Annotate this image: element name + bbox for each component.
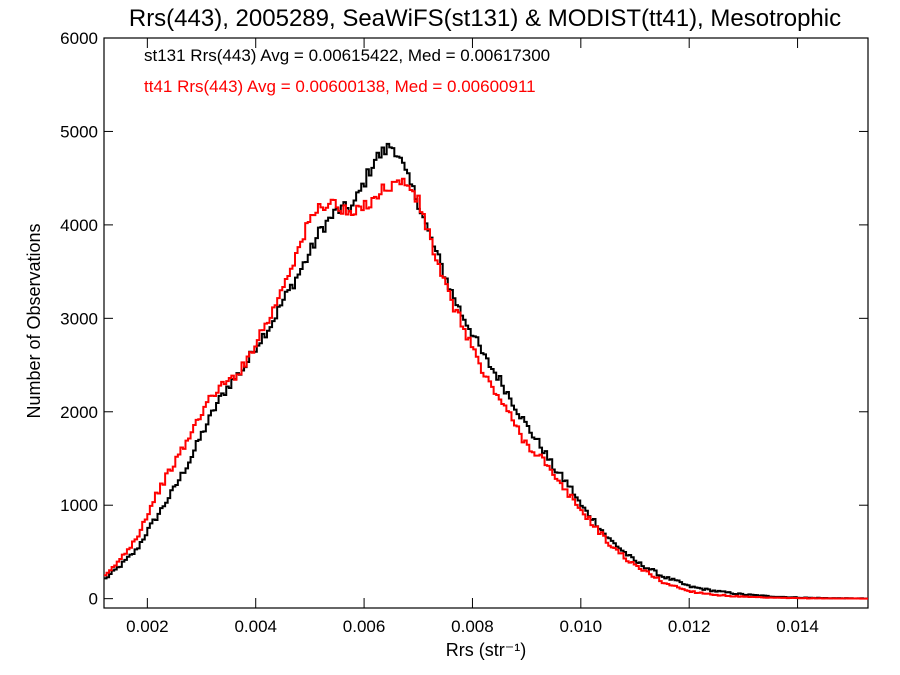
x-tick-label: 0.004 bbox=[234, 617, 277, 636]
y-tick-label: 3000 bbox=[60, 309, 98, 328]
legend-entry-st131: st131 Rrs(443) Avg = 0.00615422, Med = 0… bbox=[144, 46, 550, 65]
series-line-st131 bbox=[104, 142, 868, 600]
plot-frame bbox=[103, 37, 869, 609]
y-tick-label: 6000 bbox=[60, 29, 98, 48]
x-tick-label: 0.012 bbox=[668, 617, 711, 636]
x-tick-label: 0.008 bbox=[451, 617, 494, 636]
legend-entry-tt41: tt41 Rrs(443) Avg = 0.00600138, Med = 0.… bbox=[144, 77, 536, 96]
x-axis: 0.002 0.004 0.006 0.008 0.010 0.012 0.014 bbox=[126, 38, 819, 636]
x-tick-label: 0.006 bbox=[343, 617, 386, 636]
y-axis-label: Number of Observations bbox=[24, 223, 44, 418]
series-line-tt41 bbox=[104, 177, 868, 600]
y-tick-label: 5000 bbox=[60, 122, 98, 141]
x-tick-label: 0.014 bbox=[776, 617, 819, 636]
series-group bbox=[104, 142, 868, 600]
y-axis: 0 1000 2000 3000 4000 5000 6000 bbox=[60, 29, 868, 609]
x-tick-label: 0.010 bbox=[560, 617, 603, 636]
y-tick-label: 2000 bbox=[60, 403, 98, 422]
x-tick-label: 0.002 bbox=[126, 617, 169, 636]
x-axis-label: Rrs (str⁻¹) bbox=[446, 640, 526, 660]
y-tick-label: 4000 bbox=[60, 216, 98, 235]
y-tick-label: 1000 bbox=[60, 496, 98, 515]
y-tick-label: 0 bbox=[89, 590, 98, 609]
chart-title: Rrs(443), 2005289, SeaWiFS(st131) & MODI… bbox=[129, 5, 841, 32]
